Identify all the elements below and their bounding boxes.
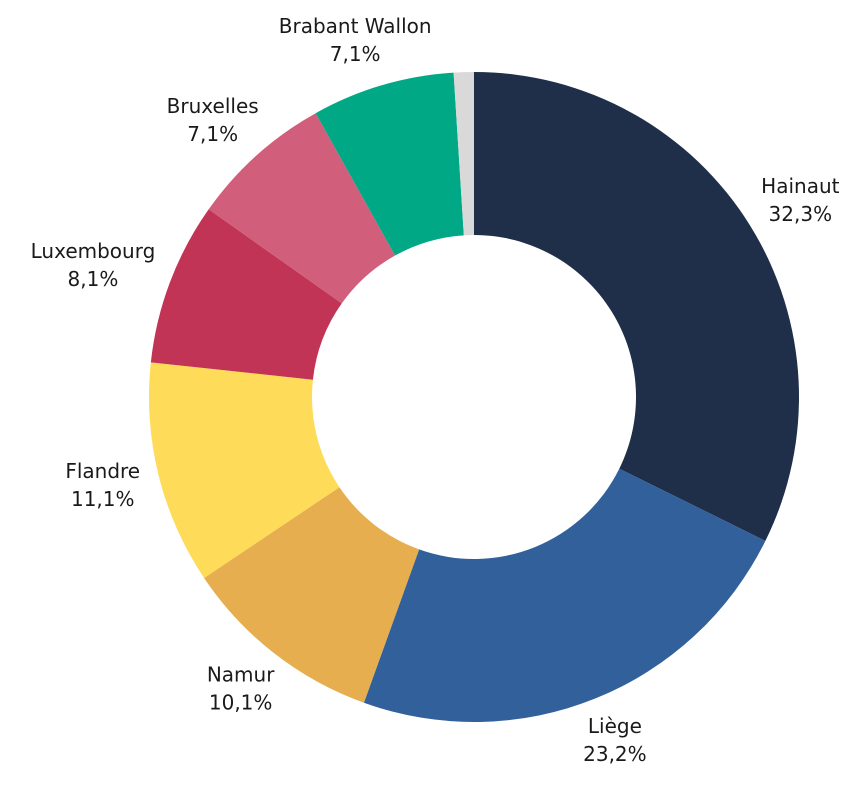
slice-label: Flandre 11,1%: [65, 459, 140, 511]
slice-value: 10,1%: [209, 690, 273, 714]
slice: [150, 209, 342, 380]
slice-name: Flandre: [65, 459, 140, 483]
slice: [208, 113, 396, 304]
slice-label: Brabant Wallon 7,1%: [279, 14, 432, 66]
slice: [204, 487, 420, 703]
slice: [148, 362, 340, 578]
slice: [453, 72, 474, 236]
slice-label: Liège 23,2%: [583, 714, 647, 766]
slice-label: Luxembourg 8,1%: [31, 239, 156, 291]
slice-name: Bruxelles: [167, 94, 259, 118]
slice-name: Brabant Wallon: [279, 14, 432, 38]
slice-name: Hainaut: [761, 174, 839, 198]
slice-value: 8,1%: [68, 267, 119, 291]
slice: [474, 72, 799, 541]
slice-value: 7,1%: [330, 42, 381, 66]
slice-value: 32,3%: [769, 202, 833, 226]
slice-name: Liège: [588, 714, 642, 738]
slice: [315, 72, 464, 256]
slice-value: 7,1%: [187, 122, 238, 146]
slice-label: Namur 10,1%: [207, 662, 275, 714]
slice-value: 23,2%: [583, 742, 647, 766]
slice-label: Bruxelles 7,1%: [167, 94, 259, 146]
slice: [363, 468, 766, 722]
slice-name: Namur: [207, 662, 275, 686]
slice-value: 11,1%: [71, 487, 135, 511]
slice-label: Hainaut 32,3%: [761, 174, 839, 226]
slice-name: Luxembourg: [31, 239, 156, 263]
